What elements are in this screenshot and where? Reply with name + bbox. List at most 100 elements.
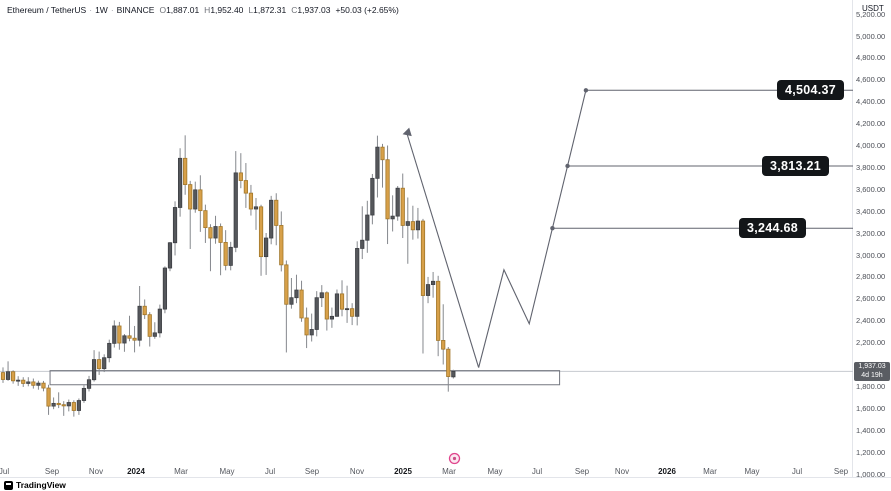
candlestick[interactable] xyxy=(233,172,238,248)
candlestick[interactable] xyxy=(61,404,66,407)
candlestick[interactable] xyxy=(157,308,162,334)
candlestick[interactable] xyxy=(264,237,269,258)
candlestick[interactable] xyxy=(436,280,441,341)
candlestick[interactable] xyxy=(56,402,61,406)
symbol-title[interactable]: Ethereum / TetherUS xyxy=(7,5,87,15)
candlestick[interactable] xyxy=(127,335,132,339)
candlestick[interactable] xyxy=(183,157,188,185)
trend-line-down[interactable] xyxy=(402,127,480,368)
candlestick[interactable] xyxy=(425,284,431,296)
candlestick[interactable] xyxy=(132,337,137,341)
candlestick[interactable] xyxy=(76,400,81,411)
candlestick[interactable] xyxy=(46,387,51,407)
candlestick[interactable] xyxy=(86,379,92,389)
candlestick[interactable] xyxy=(253,206,259,210)
candlestick[interactable] xyxy=(304,317,309,336)
candlestick[interactable] xyxy=(415,220,421,231)
candlestick[interactable] xyxy=(117,325,122,344)
candlestick[interactable] xyxy=(410,221,415,231)
price-target-label[interactable]: 4,504.37 xyxy=(777,80,845,101)
candlestick[interactable] xyxy=(213,226,218,239)
ray-anchor-dot[interactable] xyxy=(565,163,570,169)
candlestick[interactable] xyxy=(177,157,183,208)
candlestick[interactable] xyxy=(31,381,36,386)
candlestick[interactable] xyxy=(162,267,168,310)
candlestick[interactable] xyxy=(420,220,426,296)
candlestick[interactable] xyxy=(258,206,264,258)
candlestick[interactable] xyxy=(122,335,127,344)
candlestick[interactable] xyxy=(91,359,97,381)
candlestick[interactable] xyxy=(0,372,6,380)
candlestick[interactable] xyxy=(339,293,345,310)
candlestick[interactable] xyxy=(350,308,355,317)
candlestick[interactable] xyxy=(198,189,203,212)
exchange-label[interactable]: BINANCE xyxy=(116,5,155,15)
candlestick[interactable] xyxy=(112,325,117,344)
candlestick[interactable] xyxy=(344,308,350,311)
candlestick[interactable] xyxy=(107,342,112,359)
candlestick[interactable] xyxy=(147,314,152,337)
candlestick[interactable] xyxy=(274,199,279,226)
candlestick[interactable] xyxy=(360,239,365,249)
candlestick[interactable] xyxy=(314,297,319,330)
candlestick[interactable] xyxy=(446,348,451,377)
candlestick[interactable] xyxy=(203,210,208,229)
projection-zigzag-line[interactable] xyxy=(478,90,587,368)
ray-anchor-dot[interactable] xyxy=(550,226,555,231)
event-marker-icon[interactable] xyxy=(448,452,461,465)
candlestick[interactable] xyxy=(11,371,16,382)
candlestick[interactable] xyxy=(193,189,198,210)
candlestick[interactable] xyxy=(41,382,46,389)
candlestick[interactable] xyxy=(5,371,11,380)
candlestick[interactable] xyxy=(395,187,400,217)
candlestick[interactable] xyxy=(142,305,147,316)
candlestick[interactable] xyxy=(21,379,26,384)
support-zone-rectangle[interactable] xyxy=(49,370,561,386)
candlestick[interactable] xyxy=(26,381,31,384)
candlestick[interactable] xyxy=(289,297,294,305)
candlestick[interactable] xyxy=(405,221,410,226)
candlestick[interactable] xyxy=(375,146,380,179)
candlestick[interactable] xyxy=(334,293,340,317)
candlestick[interactable] xyxy=(324,292,329,320)
candlestick[interactable] xyxy=(385,159,390,220)
candlestick[interactable] xyxy=(279,225,284,266)
candlestick[interactable] xyxy=(370,177,375,216)
candlestick[interactable] xyxy=(71,402,76,411)
chart-legend[interactable]: Ethereum / TetherUS · 1W · BINANCE O1,887.01 H… xyxy=(7,5,399,15)
candlestick[interactable] xyxy=(51,402,56,407)
candlestick[interactable] xyxy=(137,305,142,341)
candlestick[interactable] xyxy=(102,357,107,370)
candlestick[interactable] xyxy=(188,184,193,210)
candlestick[interactable] xyxy=(81,387,87,401)
candlestick[interactable] xyxy=(430,280,436,285)
candlestick[interactable] xyxy=(208,227,213,239)
candlestick[interactable] xyxy=(66,402,71,407)
candlestick[interactable] xyxy=(167,242,173,269)
candlestick[interactable] xyxy=(218,226,223,243)
candlestick[interactable] xyxy=(228,246,233,266)
candlestick[interactable] xyxy=(97,359,102,370)
price-target-label[interactable]: 3,813.21 xyxy=(762,155,830,176)
candlestick[interactable] xyxy=(248,192,254,210)
candlestick[interactable] xyxy=(441,340,446,350)
tradingview-logo[interactable]: TradingView xyxy=(4,480,66,490)
candlestick[interactable] xyxy=(16,379,21,382)
candlestick[interactable] xyxy=(451,370,456,378)
candlestick[interactable] xyxy=(172,207,178,244)
candlestick[interactable] xyxy=(294,289,299,299)
candlestick[interactable] xyxy=(309,329,314,336)
candlestick[interactable] xyxy=(319,292,324,299)
timeframe-label[interactable]: 1W xyxy=(95,5,108,15)
candlestick[interactable] xyxy=(238,172,243,181)
price-target-label[interactable]: 3,244.68 xyxy=(739,218,807,239)
candlestick[interactable] xyxy=(380,146,385,161)
candlestick[interactable] xyxy=(223,242,228,266)
candlestick[interactable] xyxy=(36,382,41,386)
candlestick[interactable] xyxy=(269,199,274,239)
candlestick[interactable] xyxy=(299,289,304,319)
candlestick[interactable] xyxy=(355,248,360,317)
candlestick[interactable] xyxy=(390,215,395,220)
candlestick[interactable] xyxy=(284,264,289,305)
